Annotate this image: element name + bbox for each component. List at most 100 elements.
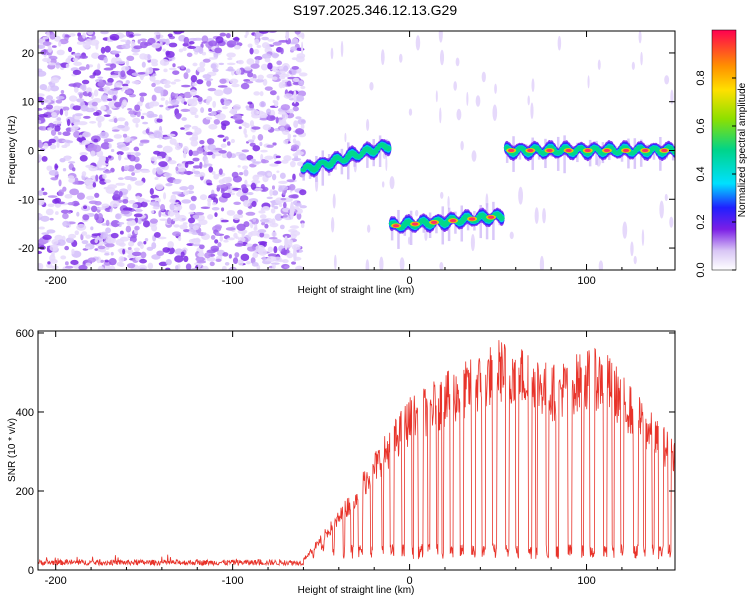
noise-speckle xyxy=(196,146,204,154)
noise-speckle xyxy=(284,235,288,250)
colorbar-tick-label: 0.0 xyxy=(695,262,707,277)
noise-speckle xyxy=(106,109,112,115)
noise-speckle xyxy=(111,50,122,54)
noise-speckle xyxy=(165,267,171,270)
noise-speckle xyxy=(261,53,272,59)
noise-speckle xyxy=(110,251,114,256)
snr-plot-area xyxy=(38,331,675,570)
noise-speckle xyxy=(129,154,136,162)
noise-speckle xyxy=(169,138,177,145)
noise-speckle xyxy=(262,205,270,210)
noise-speckle xyxy=(90,205,98,213)
noise-speckle xyxy=(91,233,102,237)
noise-speckle xyxy=(67,211,72,214)
noise-speckle xyxy=(103,86,111,92)
track-peak xyxy=(546,148,553,153)
noise-speckle xyxy=(120,210,130,215)
snr-panel: -200 -100 0 100 0 200 400 600 Height of straigh… xyxy=(7,328,676,596)
noise-speckle xyxy=(183,190,190,196)
noise-speckle xyxy=(90,150,96,157)
noise-speckle xyxy=(54,234,63,241)
noise-speckle xyxy=(97,207,106,210)
noise-speckle xyxy=(101,162,109,166)
noise-speckle xyxy=(232,257,239,264)
noise-speckle xyxy=(192,225,199,231)
noise-speckle xyxy=(460,140,464,151)
noise-speckle xyxy=(557,35,562,51)
noise-speckle xyxy=(168,42,178,48)
noise-speckle xyxy=(122,248,126,255)
noise-speckle xyxy=(41,232,50,235)
noise-speckle xyxy=(158,210,162,218)
noise-speckle xyxy=(332,193,336,209)
noise-speckle xyxy=(107,90,114,95)
noise-speckle xyxy=(117,124,126,129)
noise-speckle xyxy=(259,91,264,97)
noise-speckle xyxy=(273,153,278,160)
noise-speckle xyxy=(109,200,120,208)
noise-speckle xyxy=(72,69,82,75)
noise-speckle xyxy=(170,99,180,106)
noise-speckle xyxy=(261,36,269,41)
noise-speckle xyxy=(291,261,297,265)
noise-speckle xyxy=(79,151,88,156)
noise-speckle xyxy=(399,257,405,270)
noise-speckle xyxy=(49,144,57,150)
noise-speckle xyxy=(238,189,242,193)
noise-speckle xyxy=(185,131,193,136)
noise-speckle xyxy=(67,201,75,206)
noise-speckle xyxy=(117,221,125,225)
noise-speckle xyxy=(266,108,272,115)
noise-speckle xyxy=(124,157,129,160)
noise-speckle xyxy=(117,177,124,180)
noise-speckle xyxy=(100,142,111,150)
noise-speckle xyxy=(274,213,283,221)
noise-speckle xyxy=(55,95,65,100)
noise-speckle xyxy=(89,39,100,46)
noise-speckle xyxy=(224,261,230,266)
noise-speckle xyxy=(65,57,71,65)
noise-speckle xyxy=(389,176,395,190)
noise-speckle xyxy=(120,70,126,78)
noise-speckle xyxy=(289,160,296,168)
noise-speckle xyxy=(158,114,163,120)
noise-speckle xyxy=(145,128,150,134)
noise-speckle xyxy=(178,48,184,53)
snr-y-tick-label: 400 xyxy=(16,407,34,419)
noise-speckle xyxy=(116,261,123,267)
noise-speckle xyxy=(65,237,75,244)
noise-speckle xyxy=(42,41,52,46)
noise-speckle xyxy=(284,265,289,269)
noise-speckle xyxy=(235,68,242,75)
noise-speckle xyxy=(243,200,251,208)
noise-speckle xyxy=(267,246,273,253)
noise-speckle xyxy=(103,138,114,143)
noise-speckle xyxy=(252,161,262,164)
spectrogram-y-tick-label: -20 xyxy=(18,243,34,255)
noise-speckle xyxy=(102,169,112,174)
noise-speckle xyxy=(122,198,129,204)
noise-speckle xyxy=(134,152,141,157)
noise-speckle xyxy=(230,192,235,196)
noise-speckle xyxy=(160,97,165,101)
noise-speckle xyxy=(120,39,128,43)
noise-speckle xyxy=(197,96,203,102)
noise-speckle xyxy=(48,138,56,144)
noise-speckle xyxy=(136,110,141,118)
noise-speckle xyxy=(271,76,278,81)
noise-speckle xyxy=(100,259,105,263)
noise-speckle xyxy=(122,99,127,106)
noise-speckle xyxy=(100,94,108,102)
noise-speckle xyxy=(167,210,175,217)
noise-speckle xyxy=(272,99,276,104)
noise-speckle xyxy=(139,243,144,250)
noise-speckle xyxy=(293,89,297,104)
noise-speckle xyxy=(230,138,236,144)
noise-speckle xyxy=(231,171,239,179)
noise-speckle xyxy=(225,227,236,231)
noise-speckle xyxy=(267,62,273,70)
noise-speckle xyxy=(85,246,91,250)
noise-speckle xyxy=(135,195,141,200)
noise-speckle xyxy=(177,163,188,168)
noise-speckle xyxy=(72,167,76,172)
